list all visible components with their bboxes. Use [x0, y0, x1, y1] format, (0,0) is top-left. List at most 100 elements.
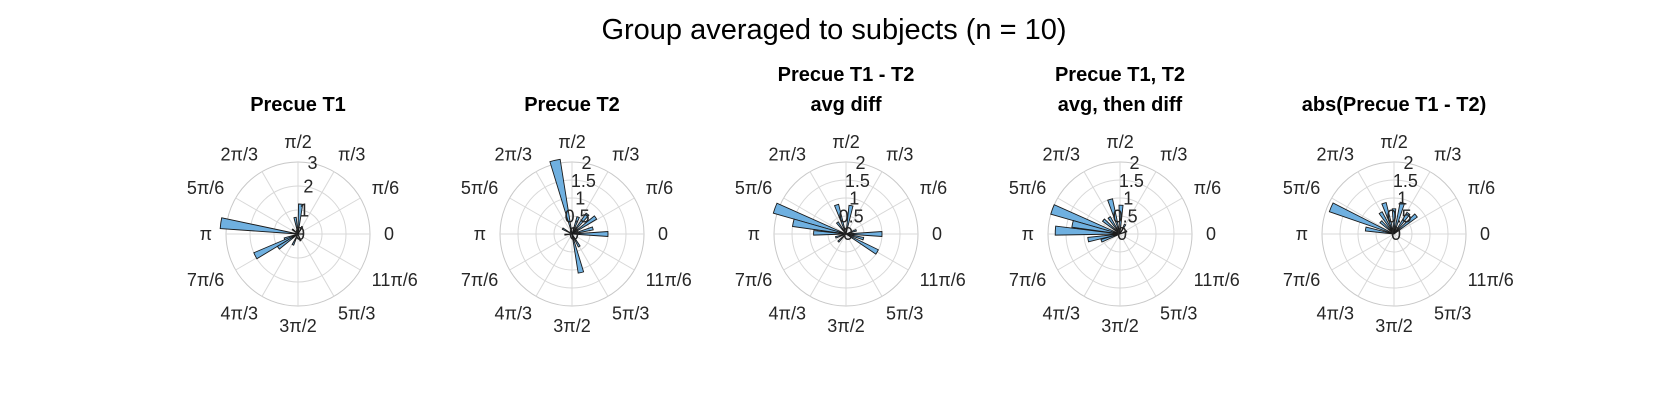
angular-tick-label: 4π/3 — [221, 304, 258, 324]
angular-tick-label: 11π/6 — [920, 270, 966, 290]
angular-tick-label: π/3 — [1434, 144, 1461, 164]
angular-grid-line — [783, 197, 847, 235]
angular-tick-label: 3π/2 — [1101, 316, 1138, 336]
polar-panel-5: abs(Precue T1 - T2)00.511.520π/6π/3π/22π… — [1283, 94, 1514, 336]
histogram-bar — [219, 217, 299, 235]
histogram-bar — [297, 233, 304, 235]
histogram-bar — [1393, 211, 1411, 235]
radial-tick-label: 0 — [843, 224, 853, 244]
angular-tick-label: 3π/2 — [279, 316, 316, 336]
angular-grid-line — [261, 171, 299, 235]
radial-tick-label: 1.5 — [1119, 171, 1144, 191]
angular-tick-label: π/2 — [1106, 132, 1133, 152]
angular-tick-label: 2π/3 — [221, 144, 258, 164]
angular-grid-line — [1393, 233, 1431, 297]
angular-tick-label: 11π/6 — [1194, 270, 1240, 290]
angular-tick-label: 11π/6 — [372, 270, 418, 290]
angular-grid-line — [1057, 233, 1121, 271]
angular-grid-line — [1057, 197, 1121, 235]
angular-tick-label: π/2 — [832, 132, 859, 152]
angular-tick-label: 7π/6 — [187, 270, 224, 290]
radial-tick-label: 1 — [575, 189, 585, 209]
angular-tick-label: 0 — [658, 224, 668, 244]
angular-tick-label: 5π/3 — [612, 304, 649, 324]
angular-tick-label: 2π/3 — [1317, 144, 1354, 164]
panel-title: Precue T1 — [250, 94, 346, 116]
angular-grid-line — [845, 171, 883, 235]
angular-tick-label: π/3 — [338, 144, 365, 164]
polar-panels: Precue T101230π/6π/3π/22π/35π/6π7π/64π/3… — [187, 64, 1514, 336]
histogram-bar — [1119, 230, 1128, 235]
radial-tick-label: 2 — [1129, 153, 1139, 173]
angular-tick-label: 7π/6 — [1283, 270, 1320, 290]
histogram-bar — [845, 231, 883, 237]
angular-grid-line — [1119, 171, 1157, 235]
angular-tick-label: 7π/6 — [735, 270, 772, 290]
angular-tick-label: 3π/2 — [553, 316, 590, 336]
angular-tick-label: π — [748, 224, 760, 244]
histogram-bar — [297, 203, 304, 235]
histogram-bar — [561, 227, 573, 235]
histogram-bar — [845, 233, 865, 241]
histogram-bar — [1100, 233, 1121, 243]
polar-panel-2: Precue T200.511.520π/6π/3π/22π/35π/6π7π/… — [461, 94, 692, 336]
angular-tick-label: 5π/6 — [1283, 178, 1320, 198]
panel-title: Precue T1, T2 — [1055, 64, 1185, 86]
histogram-bar — [1118, 204, 1124, 235]
angular-grid-line — [845, 197, 909, 235]
angular-tick-label: 4π/3 — [1317, 304, 1354, 324]
angular-tick-label: 5π/6 — [735, 178, 772, 198]
angular-tick-label: 4π/3 — [1043, 304, 1080, 324]
angular-tick-label: 7π/6 — [461, 270, 498, 290]
panel-title: avg, then diff — [1058, 94, 1183, 116]
radial-tick-label: 1 — [1397, 189, 1407, 209]
panel-title: Precue T2 — [524, 94, 620, 116]
angular-tick-label: 3π/2 — [827, 316, 864, 336]
angular-tick-label: π — [200, 224, 212, 244]
angular-tick-label: 7π/6 — [1009, 270, 1046, 290]
polar-panel-1: Precue T1 0 1 2 3 0 π/6 π/3 π/2 2π/3 5π/6 π 7π/6 4π/3… — [187, 94, 418, 336]
histogram-bar — [1328, 202, 1395, 235]
angular-grid-line — [1331, 197, 1395, 235]
histogram-bar — [837, 233, 847, 243]
histogram-bar — [571, 215, 598, 235]
angular-grid-line — [509, 197, 573, 235]
angular-grid-line — [571, 233, 635, 271]
radial-tick-label: 1.5 — [571, 171, 596, 191]
histogram-bar — [571, 212, 590, 235]
panel-title: Precue T1 - T2 — [778, 64, 915, 86]
angular-tick-label: 0 — [1480, 224, 1490, 244]
radial-tick-label: 2 — [581, 153, 591, 173]
angular-grid-line — [535, 233, 573, 297]
angular-tick-label: 4π/3 — [495, 304, 532, 324]
panel-title: avg diff — [810, 94, 881, 116]
histogram-bar — [792, 218, 847, 235]
histogram-bar — [571, 231, 609, 237]
angular-tick-label: 2π/3 — [495, 144, 532, 164]
histogram-bar — [293, 216, 299, 235]
angular-tick-label: 4π/3 — [769, 304, 806, 324]
histogram-bar — [276, 233, 299, 250]
angular-tick-label: π/3 — [886, 144, 913, 164]
angular-grid-line — [809, 233, 847, 297]
angular-grid-line — [1357, 233, 1395, 297]
radial-tick-label: 1 — [849, 189, 859, 209]
histogram-bar — [1393, 213, 1418, 235]
angular-grid-line — [297, 233, 335, 297]
histogram-bar — [571, 233, 585, 274]
angular-tick-label: π/3 — [1160, 144, 1187, 164]
histogram-bar — [291, 233, 299, 246]
radial-tick-label: 0.5 — [1113, 206, 1138, 226]
histogram-bar — [813, 230, 847, 236]
angular-tick-label: 0 — [1206, 224, 1216, 244]
angular-tick-label: 3π/2 — [1375, 316, 1412, 336]
angular-tick-label: 11π/6 — [646, 270, 692, 290]
angular-tick-label: 5π/6 — [1009, 178, 1046, 198]
panel-title: abs(Precue T1 - T2) — [1302, 94, 1487, 116]
histogram-bar — [1378, 211, 1395, 235]
radial-tick-label: 0.5 — [1387, 206, 1412, 226]
radial-tick-label: 0.5 — [839, 206, 864, 226]
histogram-bar — [1101, 218, 1121, 235]
